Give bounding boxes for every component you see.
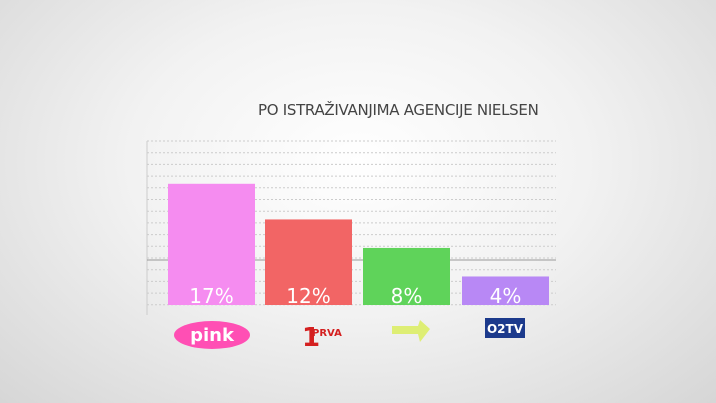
bar (168, 183, 255, 305)
chart-title: PO ISTRAŽIVANJIMA AGENCIJE NIELSEN (258, 101, 539, 119)
data-label: 4% (490, 284, 522, 308)
bar (462, 276, 549, 305)
data-label: 12% (286, 284, 330, 308)
pink-logo: pink (174, 321, 250, 349)
bar (363, 247, 450, 305)
svg-text:pink: pink (190, 325, 235, 346)
channel-logo (392, 320, 430, 342)
svg-text:1: 1 (302, 323, 320, 353)
bar (265, 219, 352, 305)
data-label: 8% (391, 284, 423, 308)
o2tv-logo: O2TV (485, 318, 525, 338)
svg-text:PRVA: PRVA (312, 328, 342, 339)
data-label: 17% (189, 284, 233, 308)
svg-text:O2TV: O2TV (487, 322, 524, 336)
